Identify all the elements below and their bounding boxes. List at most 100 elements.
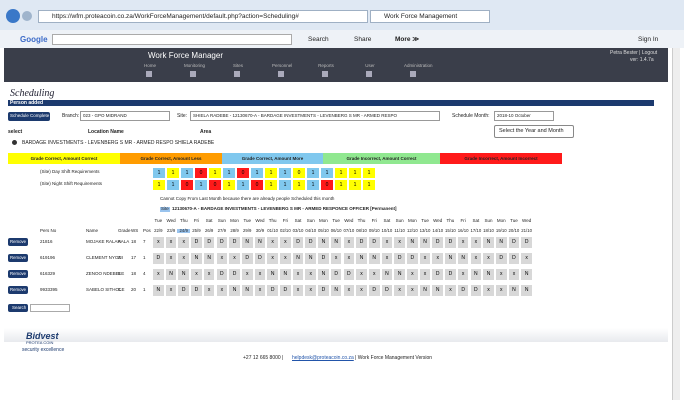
shift-cell[interactable]: D xyxy=(152,252,165,265)
search-input[interactable] xyxy=(30,304,70,312)
shift-cell[interactable]: x xyxy=(342,284,356,297)
shift-cell[interactable]: N xyxy=(228,284,241,297)
shift-cell[interactable]: x xyxy=(228,252,241,265)
shift-cell[interactable]: x xyxy=(355,268,368,281)
scrollbar[interactable] xyxy=(672,48,680,400)
shift-cell[interactable]: D xyxy=(456,284,470,297)
shift-cell[interactable]: x xyxy=(418,252,432,265)
search-box[interactable] xyxy=(52,34,292,45)
month-select[interactable] xyxy=(494,111,554,121)
shift-cell[interactable]: D xyxy=(431,268,445,281)
shift-cell[interactable]: N xyxy=(431,284,445,297)
remove-button[interactable] xyxy=(8,254,28,262)
shift-cell[interactable]: D xyxy=(367,284,381,297)
shift-cell[interactable]: D xyxy=(444,236,457,249)
shift-cell[interactable]: x xyxy=(152,268,165,281)
shift-cell[interactable]: D xyxy=(279,284,292,297)
shift-cell[interactable]: D xyxy=(367,236,381,249)
remove-button[interactable] xyxy=(8,270,28,278)
shift-cell[interactable]: x xyxy=(406,268,419,281)
shift-cell[interactable]: N xyxy=(444,252,457,265)
nav-item[interactable]: Sites xyxy=(232,63,243,68)
nav-item[interactable]: Administration xyxy=(404,63,433,68)
remove-button[interactable] xyxy=(8,286,28,294)
shift-cell[interactable]: x xyxy=(152,236,165,249)
shift-cell[interactable]: x xyxy=(304,284,318,297)
shift-cell[interactable]: x xyxy=(342,236,356,249)
shift-cell[interactable]: D xyxy=(228,268,241,281)
forward-button[interactable] xyxy=(22,11,32,21)
shift-cell[interactable]: D xyxy=(469,284,483,297)
share-button[interactable]: Share xyxy=(354,36,372,43)
shift-cell[interactable]: x xyxy=(406,284,419,297)
shift-cell[interactable]: D xyxy=(393,252,406,265)
shift-cell[interactable]: x xyxy=(266,252,279,265)
more-button[interactable]: More ≫ xyxy=(395,36,420,43)
shift-cell[interactable]: N xyxy=(418,284,432,297)
shift-cell[interactable]: x xyxy=(418,268,432,281)
shift-cell[interactable]: D xyxy=(190,236,203,249)
shift-cell[interactable]: D xyxy=(202,236,216,249)
shift-cell[interactable]: x xyxy=(355,284,368,297)
shift-cell[interactable]: N xyxy=(253,236,267,249)
shift-cell[interactable]: D xyxy=(304,236,318,249)
shift-cell[interactable]: D xyxy=(507,236,521,249)
nav-item[interactable]: Monitoring xyxy=(184,63,206,68)
nav-item[interactable]: Personnel xyxy=(272,63,293,68)
shift-cell[interactable]: D xyxy=(266,284,279,297)
shift-cell[interactable]: x xyxy=(215,252,229,265)
shift-cell[interactable]: x xyxy=(240,268,254,281)
shift-cell[interactable]: N xyxy=(507,284,521,297)
shift-cell[interactable]: D xyxy=(380,284,394,297)
nav-icon[interactable] xyxy=(410,71,416,77)
shift-cell[interactable]: N xyxy=(304,252,318,265)
shift-cell[interactable]: N xyxy=(367,252,381,265)
shift-cell[interactable]: x xyxy=(456,268,470,281)
shift-cell[interactable]: x xyxy=(202,268,216,281)
shift-cell[interactable]: x xyxy=(329,252,343,265)
shift-cell[interactable]: N xyxy=(317,268,330,281)
shift-cell[interactable]: D xyxy=(228,236,241,249)
shift-cell[interactable]: x xyxy=(304,268,318,281)
shift-cell[interactable]: N xyxy=(291,252,305,265)
shift-cell[interactable]: N xyxy=(482,236,495,249)
shift-cell[interactable]: x xyxy=(380,236,394,249)
shift-cell[interactable]: D xyxy=(444,268,457,281)
shift-cell[interactable]: x xyxy=(469,252,483,265)
shift-cell[interactable]: D xyxy=(342,268,356,281)
shift-cell[interactable]: N xyxy=(418,236,432,249)
shift-cell[interactable]: x xyxy=(380,252,394,265)
shift-cell[interactable]: N xyxy=(266,268,279,281)
shift-cell[interactable]: D xyxy=(317,252,330,265)
shift-cell[interactable]: D xyxy=(215,236,229,249)
shift-cell[interactable]: N xyxy=(380,268,394,281)
site-select[interactable] xyxy=(190,111,440,121)
shift-cell[interactable]: x xyxy=(177,236,191,249)
shift-cell[interactable]: D xyxy=(355,236,368,249)
shift-cell[interactable]: N xyxy=(329,284,343,297)
shift-cell[interactable]: x xyxy=(342,252,356,265)
shift-cell[interactable]: N xyxy=(177,268,191,281)
nav-icon[interactable] xyxy=(146,71,152,77)
shift-cell[interactable]: N xyxy=(190,252,203,265)
shift-cell[interactable]: x xyxy=(253,268,267,281)
shift-cell[interactable]: N xyxy=(202,252,216,265)
remove-button[interactable] xyxy=(8,238,28,246)
tab[interactable] xyxy=(370,10,490,23)
nav-icon[interactable] xyxy=(190,71,196,77)
shift-cell[interactable]: x xyxy=(393,236,406,249)
email[interactable]: helpdesk@proteacoin.co.za xyxy=(292,355,354,361)
shift-cell[interactable]: x xyxy=(444,284,457,297)
shift-cell[interactable]: N xyxy=(317,236,330,249)
shift-cell[interactable]: D xyxy=(329,268,343,281)
shift-cell[interactable]: D xyxy=(253,252,267,265)
shift-cell[interactable]: x xyxy=(367,268,381,281)
shift-cell[interactable]: D xyxy=(507,252,521,265)
nav-item[interactable]: Reports xyxy=(318,63,334,68)
shift-cell[interactable]: x xyxy=(431,252,445,265)
shift-cell[interactable]: x xyxy=(507,268,521,281)
back-button[interactable] xyxy=(6,9,20,23)
shift-cell[interactable]: x xyxy=(279,236,292,249)
shift-cell[interactable]: x xyxy=(456,236,470,249)
nav-icon[interactable] xyxy=(366,71,372,77)
